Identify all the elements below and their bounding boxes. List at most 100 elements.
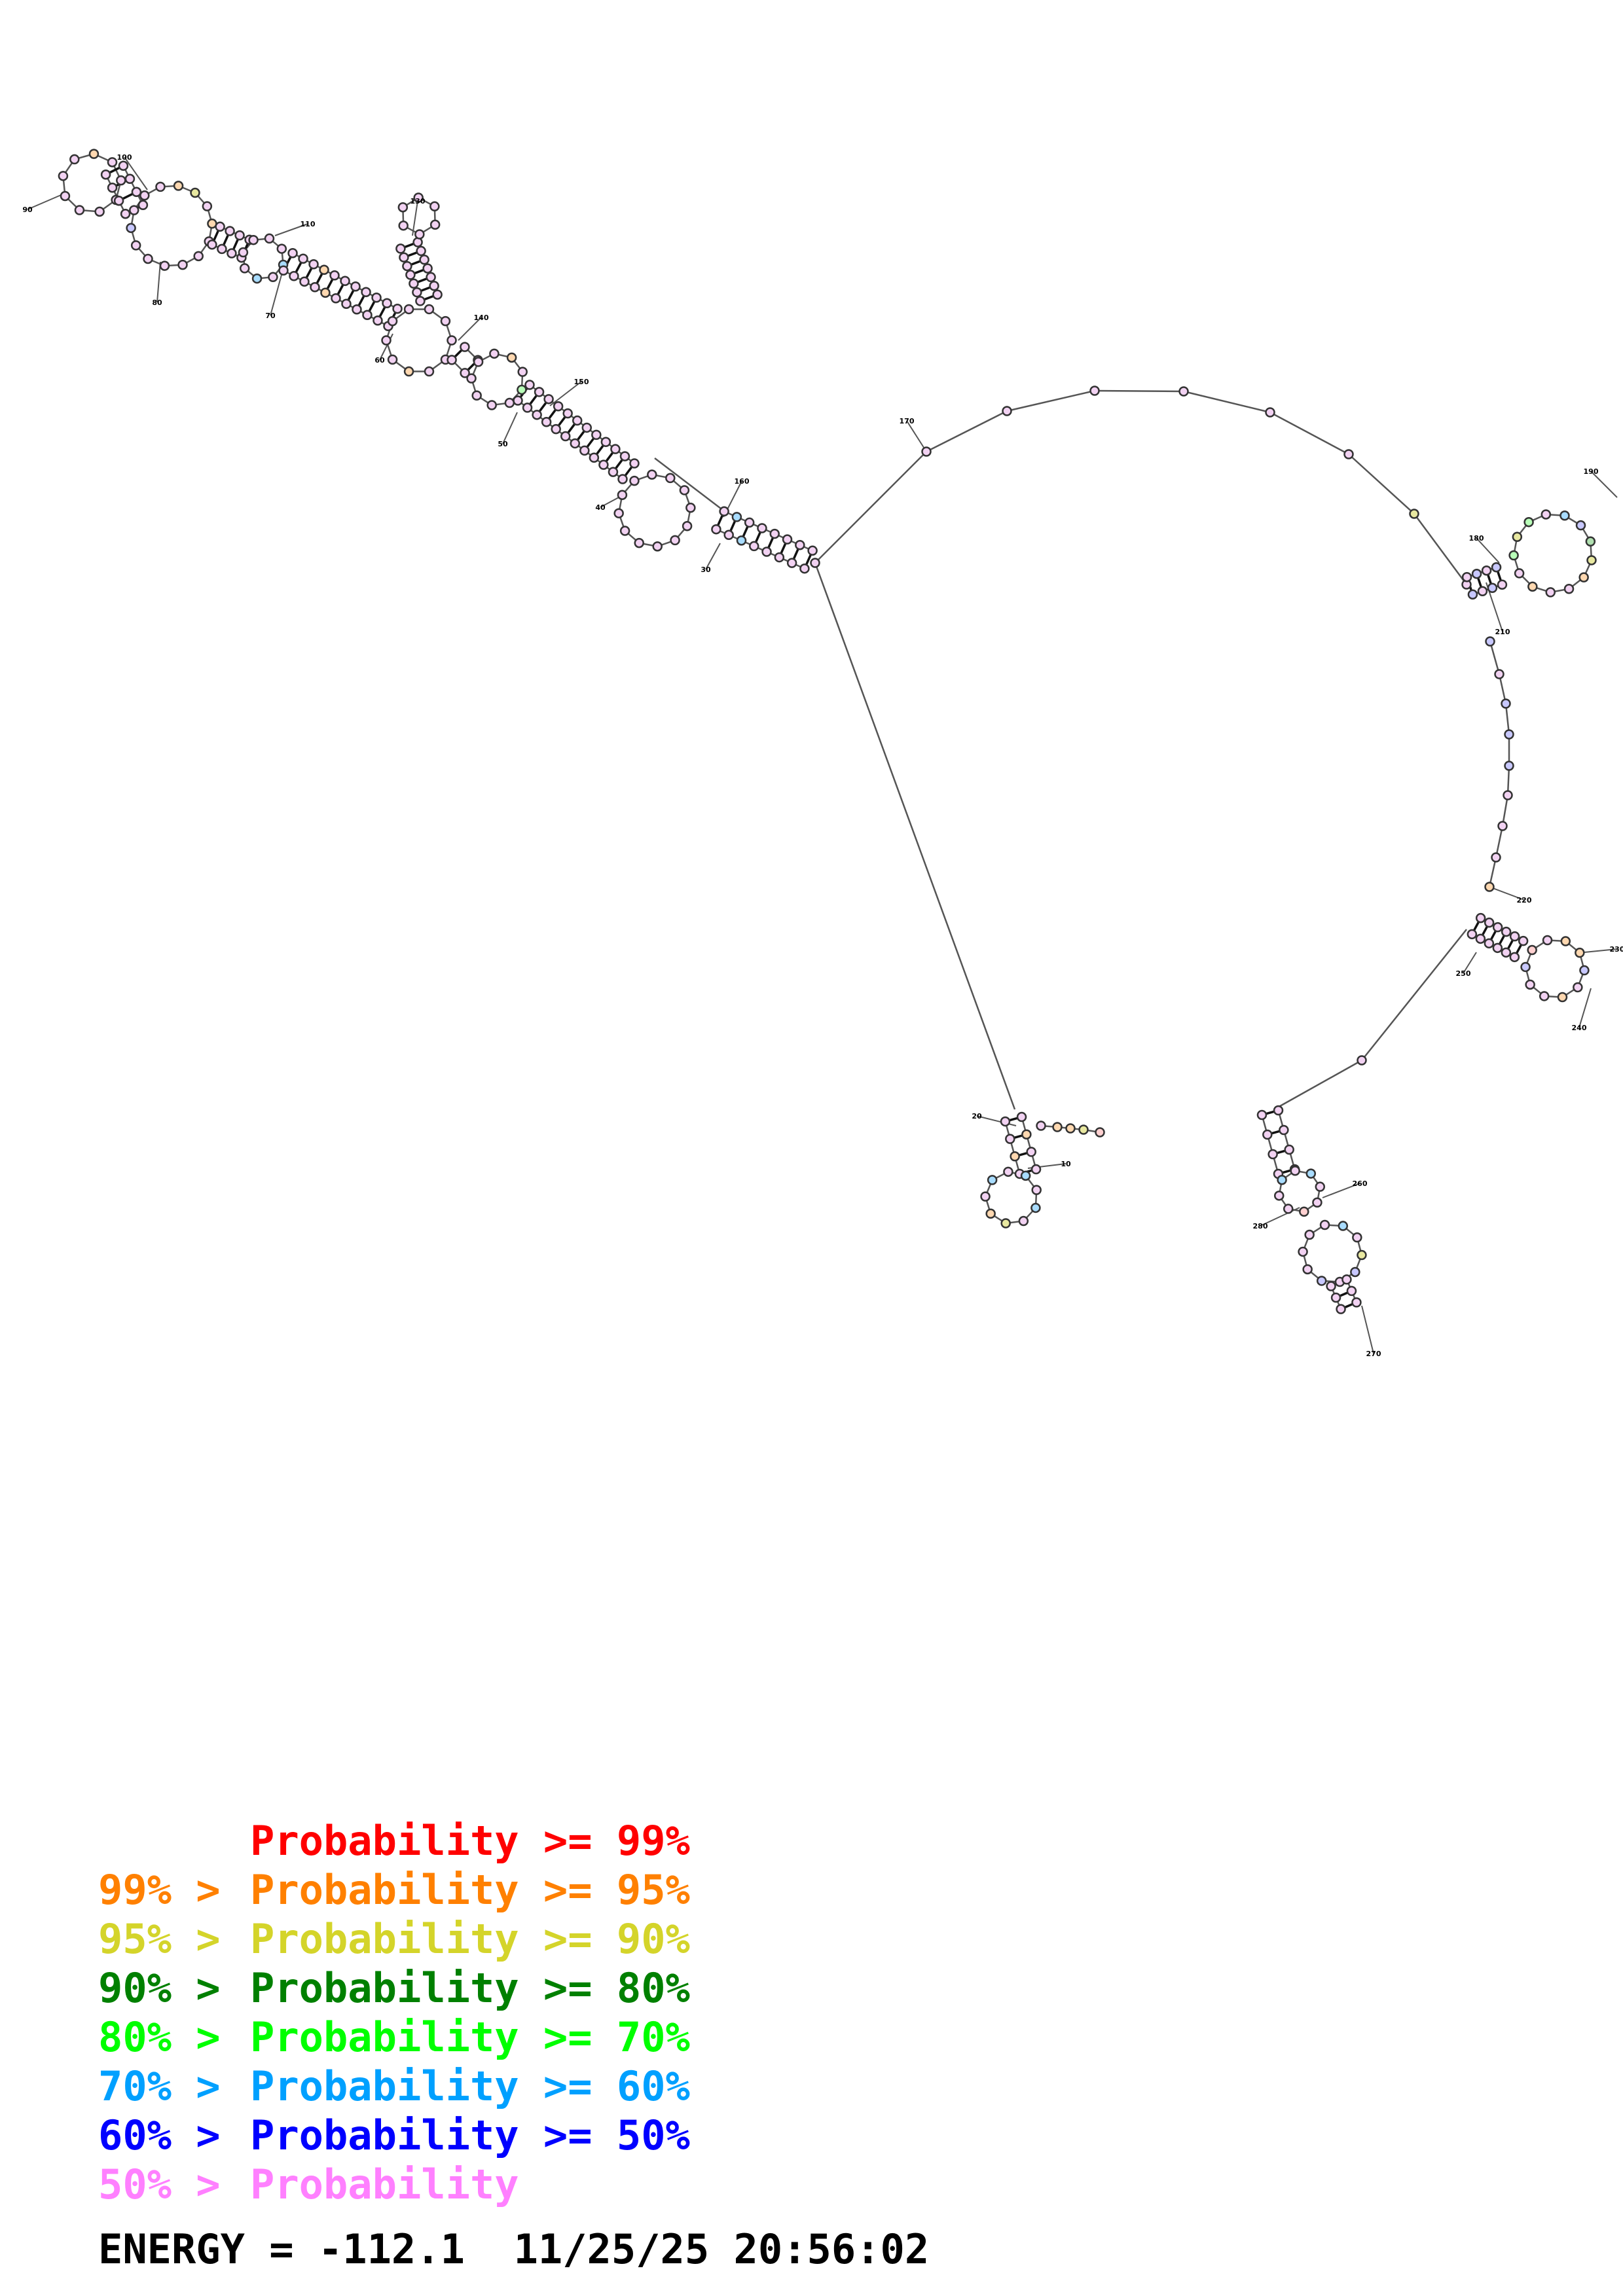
- nucleotide-48: [129, 205, 139, 215]
- nucleotide-121: [460, 342, 470, 352]
- nucleotide-227: [1000, 1116, 1011, 1127]
- nucleotide-111: [424, 366, 435, 377]
- nucleotide-245: [1052, 1122, 1063, 1132]
- nucleotide-154: [619, 451, 630, 461]
- label-tick: [1489, 886, 1525, 901]
- backbone-segment: [1183, 390, 1271, 414]
- label-tick: [124, 156, 148, 190]
- nucleotide-224: [1520, 961, 1531, 973]
- nucleotide-194: [1541, 509, 1552, 520]
- position-label-30: 30: [701, 565, 711, 574]
- nucleotide-83: [340, 276, 350, 287]
- rna-structure-diagram: 10 20 30 40 50 60 70 80 90 100 110 130 140 150 160 170 1…: [22, 149, 1623, 1358]
- nucleotide-152: [600, 437, 611, 448]
- nucleotide-69: [299, 276, 310, 287]
- legend-row-4-low: 90% >: [98, 1964, 245, 2012]
- legend-row-7-low: 60% >: [98, 2111, 245, 2159]
- position-label-110: 110: [301, 220, 316, 228]
- nucleotide-216: [1518, 935, 1529, 946]
- backbone-segment: [1413, 513, 1468, 585]
- legend-row-7-text: Probability >= 50%: [250, 2111, 690, 2159]
- nucleotide-81: [319, 264, 329, 276]
- nucleotide-231: [1016, 1111, 1027, 1122]
- nucleotide-239: [1000, 1218, 1011, 1229]
- nucleotide-96: [412, 237, 423, 247]
- nucleotide-262: [1273, 1191, 1285, 1201]
- nucleotide-177: [731, 512, 742, 522]
- nucleotide-4: [1089, 386, 1100, 396]
- nucleotide-140: [589, 452, 600, 463]
- nucleotide-199: [1487, 583, 1498, 594]
- label-tick: [1578, 988, 1592, 1028]
- nucleotide-30: [107, 182, 118, 193]
- nucleotide-213: [1492, 922, 1503, 933]
- nucleotide-253: [1273, 1105, 1284, 1116]
- label-tick: [1361, 1305, 1374, 1354]
- nucleotide-265: [1338, 1221, 1349, 1231]
- nucleotide-131: [489, 348, 500, 359]
- nucleotide-127: [486, 400, 497, 410]
- nucleotide-271: [1302, 1264, 1313, 1275]
- nucleotide-184: [1585, 536, 1596, 547]
- nucleotide-203: [1481, 565, 1492, 576]
- nucleotide-99: [422, 263, 433, 274]
- nucleotide-169: [723, 529, 734, 541]
- nucleotide-116: [403, 304, 414, 315]
- nucleotide-106: [414, 229, 425, 240]
- nucleotide-196: [1575, 520, 1586, 531]
- nucleotide-278: [1341, 1274, 1352, 1285]
- position-label-140: 140: [474, 314, 489, 322]
- nucleotide-161: [634, 537, 644, 548]
- nucleotide-85: [361, 287, 371, 298]
- nucleotide-192: [1512, 531, 1523, 543]
- position-label-260: 260: [1353, 1179, 1368, 1188]
- nucleotide-180: [769, 528, 780, 539]
- nucleotide-129: [466, 373, 477, 384]
- label-tick: [458, 317, 482, 341]
- nucleotide-56: [225, 226, 235, 236]
- nucleotide-27: [107, 157, 118, 168]
- position-label-270: 270: [1366, 1350, 1381, 1358]
- nucleotide-21: [94, 206, 105, 217]
- position-label-250: 250: [1456, 969, 1471, 978]
- nucleotide-217: [1560, 936, 1571, 946]
- legend-row-4: 90% > Probability >= 80%: [98, 1964, 690, 2013]
- nucleotide-182: [795, 539, 805, 550]
- position-label-170: 170: [900, 417, 915, 425]
- nucleotide-35: [131, 187, 142, 198]
- nucleotide-78: [287, 248, 298, 259]
- label-tick: [270, 274, 282, 316]
- legend-row-5-text: Probability >= 70%: [250, 2013, 690, 2061]
- backbone: [27, 152, 1618, 1354]
- legend-row-5-low: 80% >: [98, 2013, 245, 2061]
- nucleotide-144: [524, 380, 535, 390]
- nucleotide-113: [387, 354, 398, 365]
- nucleotide-200: [1497, 579, 1508, 590]
- energy-value: ENERGY = -112.1: [98, 2225, 465, 2273]
- nucleotide-207: [1484, 938, 1495, 949]
- nucleotide-36: [137, 200, 149, 211]
- nucleotide-115: [387, 315, 398, 327]
- nucleotide-270: [1316, 1276, 1327, 1286]
- nucleotide-191: [1508, 550, 1519, 561]
- nucleotide-195: [1559, 511, 1570, 521]
- nucleotide-163: [613, 508, 624, 518]
- label-tick: [1260, 1207, 1300, 1227]
- nucleotide-44: [159, 260, 170, 271]
- legend-row-7: 60% > Probability >= 50%: [98, 2111, 690, 2160]
- nucleotide-204: [1491, 562, 1502, 573]
- nucleotide-148: [562, 408, 573, 419]
- nucleotide-18: [1484, 882, 1495, 892]
- position-labels: 10 20 30 40 50 60 70 80 90 100 110 130 140 150 160 170 1…: [22, 153, 1623, 1358]
- backbone-segment: [1504, 703, 1510, 735]
- nucleotide-15: [1503, 790, 1513, 800]
- nucleotide-236: [1031, 1185, 1042, 1195]
- nucleotide-157: [685, 503, 696, 513]
- nucleotide-138: [570, 438, 581, 449]
- nucleotide-100: [426, 272, 436, 283]
- nucleotide-267: [1357, 1249, 1367, 1261]
- legend-row-2-text: Probability >= 95%: [250, 1866, 690, 1914]
- nucleotides: [58, 149, 1597, 1314]
- nucleotide-112: [403, 366, 414, 377]
- position-label-80: 80: [152, 298, 162, 307]
